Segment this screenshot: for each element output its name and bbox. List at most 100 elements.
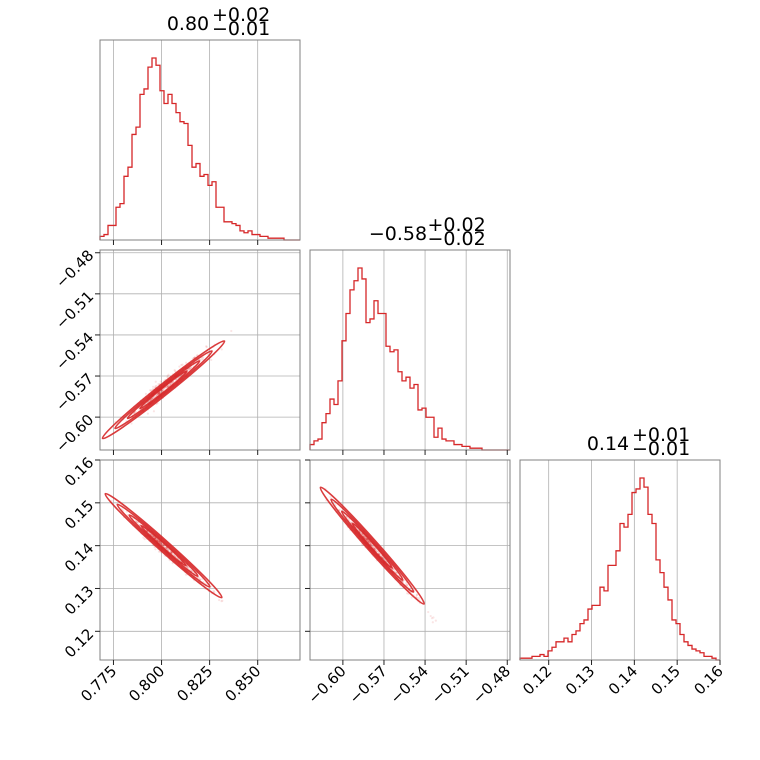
contour-level-3 (139, 370, 188, 410)
sample-point (401, 580, 404, 583)
panel-frame-2-2 (519, 459, 721, 661)
sample-point (149, 398, 152, 401)
sample-point (378, 552, 381, 556)
density-points-0-1 (101, 329, 233, 440)
histogram-panel-1 (309, 249, 511, 455)
sample-point (169, 383, 172, 386)
param-err-plus-1: +0.02 (428, 214, 486, 236)
param-value-0: 0.80 (167, 13, 209, 35)
sample-point (406, 592, 409, 595)
sample-point (149, 389, 152, 392)
x-tick-label-2-2: 0.14 (605, 662, 641, 698)
sample-point (360, 532, 363, 535)
y-tick-label-2-2: 0.14 (61, 539, 97, 575)
x-tick-label-2-3: 0.15 (648, 662, 684, 698)
sample-point (200, 358, 203, 361)
y-tick-label-1-0: −0.60 (52, 411, 97, 456)
sample-point (368, 542, 372, 545)
y-tick-label-2-4: 0.16 (61, 454, 97, 490)
param-err-plus-0: +0.02 (212, 4, 270, 26)
sample-point (367, 540, 370, 543)
contour-level-3 (140, 524, 187, 567)
sample-point (373, 547, 376, 550)
sample-point (149, 398, 152, 402)
histogram-line-2 (519, 477, 720, 661)
sample-point (415, 593, 418, 596)
density-points-1-2 (319, 486, 437, 624)
sample-point (181, 363, 184, 366)
sample-point (188, 367, 191, 370)
y-tick-label-1-4: −0.48 (52, 246, 97, 291)
sample-point (373, 546, 376, 549)
param-value-1: −0.58 (369, 223, 427, 245)
sample-point (157, 393, 160, 396)
contour-level-0 (104, 492, 223, 599)
param-title-1: −0.58 (369, 223, 427, 245)
sample-point (166, 385, 169, 389)
sample-point (166, 376, 169, 379)
sample-point (152, 535, 155, 538)
contour-level-3 (351, 522, 394, 569)
sample-point (166, 384, 169, 388)
sample-point (173, 368, 176, 372)
sample-point (395, 571, 398, 574)
sample-point (376, 550, 379, 553)
sample-point (161, 389, 164, 392)
x-tick-label-1-0: −0.60 (304, 662, 349, 707)
histogram-panel-2 (519, 459, 721, 665)
x-tick-label-1-2: −0.54 (387, 662, 432, 707)
sample-point (161, 543, 164, 546)
panel-frame-0-0 (99, 39, 301, 241)
sample-point (159, 391, 162, 394)
sample-point (188, 367, 191, 370)
sample-point (205, 345, 208, 349)
sample-point (347, 517, 350, 521)
contour-level-1 (114, 350, 213, 430)
sample-point (158, 392, 161, 395)
sample-point (374, 547, 377, 551)
sample-point (175, 378, 178, 381)
sample-point (169, 383, 172, 386)
sample-point (146, 412, 149, 415)
sample-point (154, 536, 157, 540)
sample-point (158, 391, 161, 394)
x-tick-label-1-4: −0.48 (469, 662, 514, 707)
sample-point (430, 617, 434, 620)
sample-point (369, 543, 372, 546)
x-tick-label-0-1: 0.800 (125, 662, 168, 705)
sample-point (153, 537, 157, 540)
sample-point (202, 356, 205, 359)
sample-point (161, 389, 164, 392)
sample-point (218, 598, 221, 602)
sample-point (366, 538, 369, 541)
sample-point (158, 391, 162, 394)
sample-point (369, 542, 372, 545)
sample-point (159, 542, 162, 545)
sample-point (144, 392, 148, 395)
sample-point (159, 542, 163, 545)
sample-point (369, 543, 372, 546)
sample-point (157, 540, 160, 543)
y-tick-label-1-1: −0.57 (52, 370, 97, 415)
histogram-line-0 (99, 57, 300, 241)
sample-point (157, 392, 160, 395)
sample-point (220, 348, 223, 351)
sample-point (415, 593, 419, 597)
sample-point (406, 583, 409, 586)
y-tick-label-2-0: 0.12 (61, 625, 97, 661)
param-title-0: 0.80 (167, 13, 209, 35)
sample-point (410, 596, 413, 599)
sample-point (154, 394, 158, 397)
sample-point (155, 394, 158, 397)
x-tick-label-0-0: 0.775 (77, 662, 120, 705)
sample-point (185, 361, 188, 364)
sample-point (158, 541, 162, 544)
sample-point (434, 619, 437, 622)
sample-point (201, 357, 204, 360)
x-tick-label-2-0: 0.12 (519, 662, 555, 698)
sample-point (405, 582, 408, 585)
sample-point (155, 394, 158, 397)
y-tick-label-2-1: 0.13 (61, 582, 97, 618)
sample-point (370, 543, 373, 547)
sample-point (367, 540, 370, 543)
